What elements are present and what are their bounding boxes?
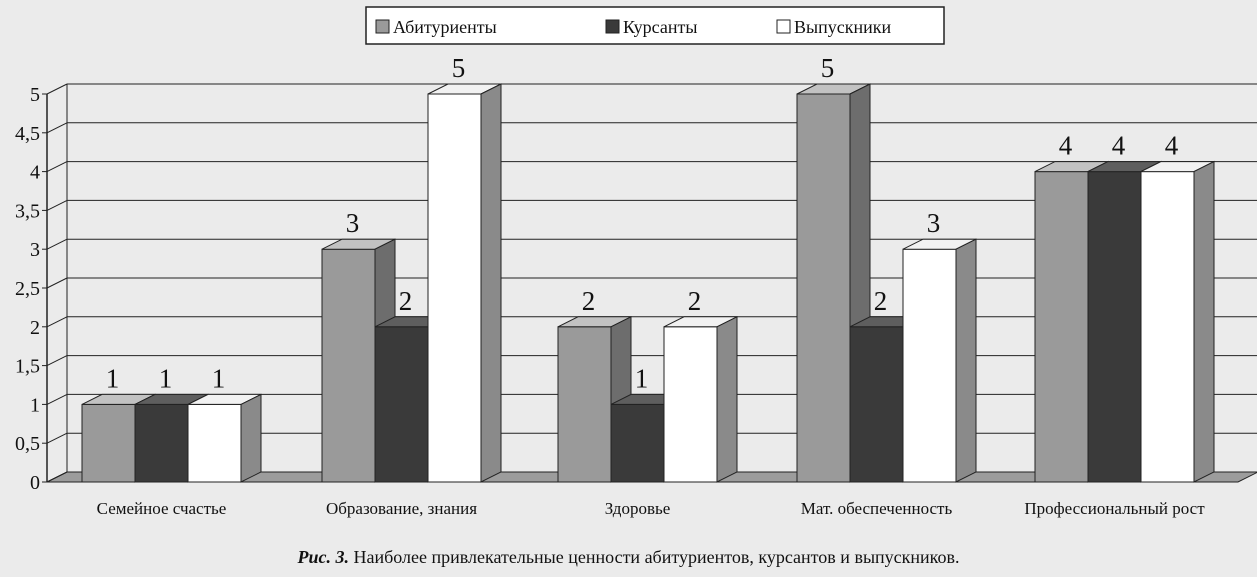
- legend-label: Абитуриенты: [393, 17, 497, 37]
- gridline-side: [46, 393, 68, 405]
- data-label: 5: [452, 53, 466, 83]
- legend-label: Выпускники: [794, 17, 891, 37]
- bar: [187, 403, 242, 483]
- bar-chart: 0 0,5 1 1,5 2 2,5 3 3,5 4 4,5 5 1 1 1 Семейное счастье…: [15, 6, 1257, 518]
- data-label: 2: [874, 286, 888, 316]
- bar: [796, 93, 851, 483]
- x-tick-label: Здоровье: [605, 499, 671, 518]
- bar: [134, 403, 189, 483]
- data-label: 4: [1059, 131, 1073, 161]
- y-tick-label: 4,5: [15, 123, 40, 145]
- gridline-side: [46, 83, 68, 95]
- data-label: 3: [927, 208, 941, 238]
- gridline-side: [46, 277, 68, 289]
- y-tick-label: 2,5: [15, 278, 40, 300]
- data-label: 2: [582, 286, 596, 316]
- legend-swatch: [776, 19, 791, 34]
- figure-caption: Рис. 3. Наиболее привлекательные ценност…: [0, 547, 1257, 568]
- gridline-side: [46, 122, 68, 134]
- data-label: 2: [399, 286, 413, 316]
- data-label: 4: [1165, 131, 1179, 161]
- data-label: 1: [212, 363, 226, 393]
- data-label: 2: [688, 286, 702, 316]
- y-tick-label: 4: [30, 162, 40, 184]
- y-tick-label: 0,5: [15, 433, 40, 455]
- y-tick-label: 0: [30, 472, 40, 494]
- bar: [427, 93, 482, 483]
- bar: [1140, 171, 1195, 483]
- data-label: 1: [159, 363, 173, 393]
- y-tick-label: 3: [30, 239, 40, 261]
- bar: [81, 403, 136, 483]
- x-tick-label: Образование, знания: [326, 499, 477, 518]
- gridline-side: [46, 432, 68, 444]
- bar: [1087, 171, 1142, 483]
- gridline-side: [46, 471, 68, 483]
- bar: [1034, 171, 1089, 483]
- data-label: 4: [1112, 131, 1126, 161]
- bar-side: [480, 83, 502, 483]
- legend-swatch: [605, 19, 620, 34]
- y-tick-label: 2: [30, 317, 40, 339]
- y-tick-label: 1: [30, 394, 40, 416]
- figure-label: Рис. 3.: [297, 547, 349, 567]
- bar-side: [955, 238, 977, 483]
- y-tick-label: 5: [30, 84, 40, 106]
- x-tick-label: Профессиональный рост: [1024, 499, 1205, 518]
- bar: [557, 326, 612, 483]
- y-tick-label: 1,5: [15, 356, 40, 378]
- gridline-side: [46, 355, 68, 367]
- y-tick-label: 3,5: [15, 200, 40, 222]
- bar-side: [1193, 160, 1215, 483]
- legend-swatch: [375, 19, 390, 34]
- bar-side: [716, 315, 738, 483]
- bar: [663, 326, 718, 483]
- gridline-side: [46, 316, 68, 328]
- legend-label: Курсанты: [623, 17, 697, 37]
- gridline-side: [46, 199, 68, 211]
- data-label: 1: [635, 363, 649, 393]
- gridline-side: [46, 161, 68, 173]
- data-label: 3: [346, 208, 360, 238]
- legend: [365, 6, 945, 45]
- data-label: 5: [821, 53, 835, 83]
- x-tick-label: Семейное счастье: [97, 499, 227, 518]
- bar: [902, 248, 957, 483]
- bar: [849, 326, 904, 483]
- bar: [610, 403, 665, 483]
- caption-text: Наиболее привлекательные ценности абитур…: [353, 547, 960, 567]
- bar-side: [240, 393, 262, 483]
- bar: [374, 326, 429, 483]
- data-label: 1: [106, 363, 120, 393]
- x-tick-label: Мат. обеспеченность: [801, 499, 953, 518]
- gridline-side: [46, 238, 68, 250]
- bar: [321, 248, 376, 483]
